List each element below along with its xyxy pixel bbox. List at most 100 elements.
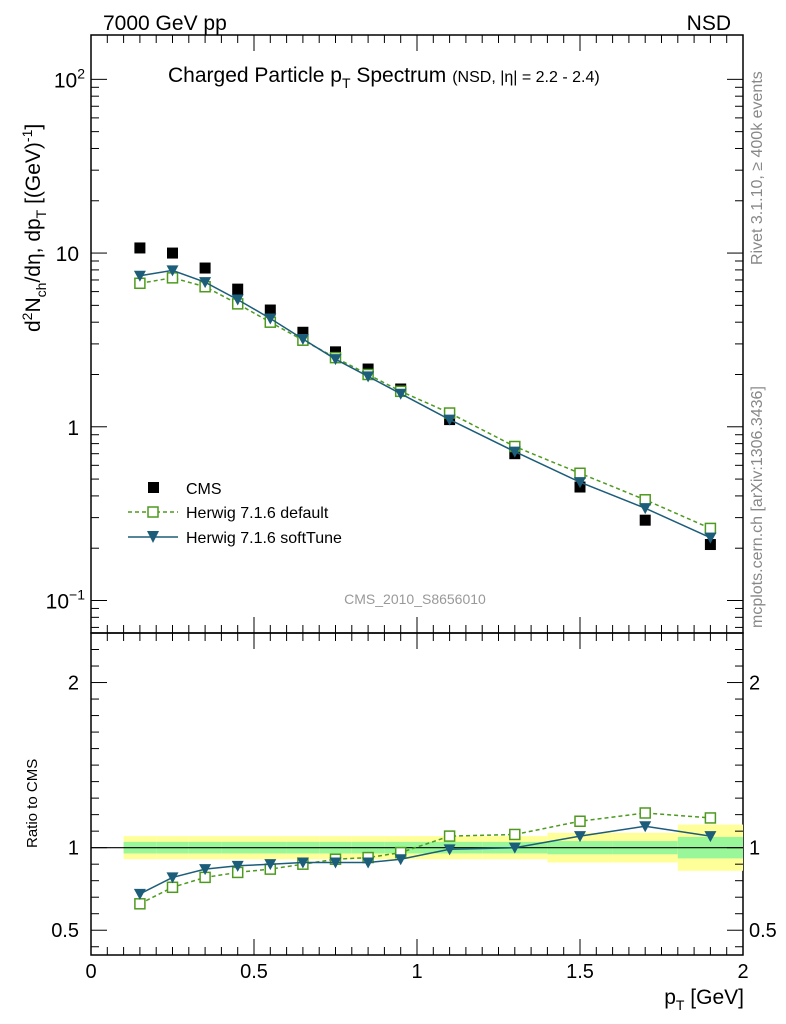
data-point: [508, 446, 521, 458]
main-plot: 10−1 1 10 102: [46, 34, 744, 634]
ratio-point: [166, 872, 179, 884]
ratio-point: [704, 831, 717, 843]
ratio-x-ticks: [90, 633, 744, 955]
data-point: [574, 467, 586, 480]
ratio-point: [704, 812, 717, 824]
main-y-tick-label: 10−1: [46, 586, 86, 613]
data-point: [296, 334, 309, 346]
ratio-y-tick-label-right: 2: [749, 673, 760, 695]
ratio-x-tick-label: 0: [85, 961, 96, 983]
data-point: [232, 283, 244, 295]
main-x-ticks: [90, 35, 744, 633]
main-ylabel: d2Nch/dη, dpT [(GeV)-1]: [19, 124, 49, 332]
ratio-y-tick-label-left: 1: [68, 838, 79, 860]
svg-text:pT [GeV]: pT [GeV]: [664, 986, 744, 1013]
ratio-point: [394, 854, 407, 866]
ratio-y-tick-label-left: 0.5: [51, 920, 79, 942]
legend-item-default: Herwig 7.1.6 default: [128, 505, 329, 522]
svg-text:d2Nch/dη, dpT [(GeV)-1]: d2Nch/dη, dpT [(GeV)-1]: [19, 124, 49, 332]
data-point: [394, 388, 407, 400]
main-y-tick-label: 1: [67, 417, 79, 440]
ratio-point: [231, 860, 244, 872]
ratio-frame: [90, 632, 744, 956]
ratio-point: [362, 857, 375, 869]
data-point: [704, 532, 717, 544]
data-point: [199, 262, 211, 274]
ratio-series-line: [139, 812, 711, 905]
data-point: [167, 247, 178, 259]
ratio-point: [264, 859, 277, 871]
ratio-ylabel: Ratio to CMS: [24, 759, 41, 848]
ratio-x-tick-label: 1.5: [566, 961, 594, 983]
ratio-series-0: [134, 807, 717, 910]
data-point: [639, 514, 651, 526]
legend-marker-default: [147, 506, 159, 518]
ratio-point: [296, 857, 309, 869]
main-title: Charged Particle pT Spectrum (NSD, |η| = …: [168, 64, 600, 91]
ratio-point: [443, 844, 456, 856]
legend-marker-softtune: [147, 531, 159, 543]
ratio-x-tick-label: 1: [411, 961, 422, 983]
ratio-y-ticks: [91, 649, 743, 948]
ratio-y-tick-label-left: 2: [68, 673, 79, 695]
data-point: [264, 304, 276, 316]
data-point: [704, 522, 717, 535]
data-point: [443, 414, 456, 426]
legend-item-softtune: Herwig 7.1.6 softTune: [128, 530, 342, 547]
ratio-x-tick-label: 0.5: [240, 961, 268, 983]
legend-label-default: Herwig 7.1.6 default: [186, 505, 329, 522]
ratio-point: [199, 864, 212, 876]
series-line: [139, 277, 711, 530]
series-0: [134, 242, 716, 551]
header-left: 7000 GeV pp: [103, 12, 227, 35]
series-2: [133, 265, 717, 544]
series-1: [134, 272, 717, 535]
ratio-point: [443, 830, 456, 842]
legend-item-cms: CMS: [148, 481, 222, 498]
ratio-series-1: [133, 821, 717, 900]
legend-marker-cms: [148, 482, 159, 493]
main-y-ticks: [91, 78, 743, 628]
data-point: [362, 371, 375, 383]
ratio-point: [166, 881, 179, 894]
data-point: [330, 346, 341, 358]
ratio-y-tick-label-right: 0.5: [749, 920, 777, 942]
svg-text:Charged Particle pT Spectrum(N: Charged Particle pT Spectrum (NSD, |η| = …: [168, 64, 600, 91]
data-point: [704, 539, 716, 551]
rivet-label: Rivet 3.1.10, ≥ 400k events: [749, 71, 766, 265]
ratio-plot: 0 0.5 1 1.5 20.5 0.51 12 2: [51, 632, 777, 983]
ratio-point: [133, 888, 146, 900]
legend-label-cms: CMS: [186, 481, 222, 498]
ratio-x-tick-label: 2: [737, 961, 748, 983]
data-point: [329, 354, 342, 366]
ratio-point: [509, 828, 521, 841]
ratio-point: [134, 898, 146, 910]
ratio-point: [639, 821, 652, 833]
legend: CMS Herwig 7.1.6 default Herwig 7.1.6 so…: [128, 481, 342, 547]
data-point: [199, 277, 212, 289]
ratio-xlabel: pT [GeV]: [664, 986, 744, 1013]
series-line: [139, 269, 711, 539]
ratio-point: [574, 831, 586, 843]
data-point: [134, 242, 146, 254]
data-point: [166, 265, 179, 277]
ratio-series-line: [139, 825, 711, 895]
data-point: [297, 326, 309, 338]
data-point: [574, 477, 586, 489]
main-y-tick-label: 102: [54, 65, 85, 92]
legend-label-softtune: Herwig 7.1.6 softTune: [186, 530, 342, 547]
ratio-point: [508, 842, 521, 854]
data-point: [231, 294, 244, 306]
data-point: [264, 313, 277, 325]
mcplots-label: mcplots.cern.ch [arXiv:1306.3436]: [749, 386, 766, 628]
analysis-watermark: CMS_2010_S8656010: [344, 591, 486, 607]
ratio-point: [639, 807, 651, 819]
data-point: [133, 270, 146, 282]
ratio-y-tick-label-right: 1: [749, 838, 760, 860]
ratio-point: [329, 857, 342, 869]
data-point: [639, 503, 652, 515]
header-right: NSD: [687, 12, 731, 35]
main-y-tick-label: 10: [56, 243, 79, 266]
ratio-point: [574, 815, 586, 827]
